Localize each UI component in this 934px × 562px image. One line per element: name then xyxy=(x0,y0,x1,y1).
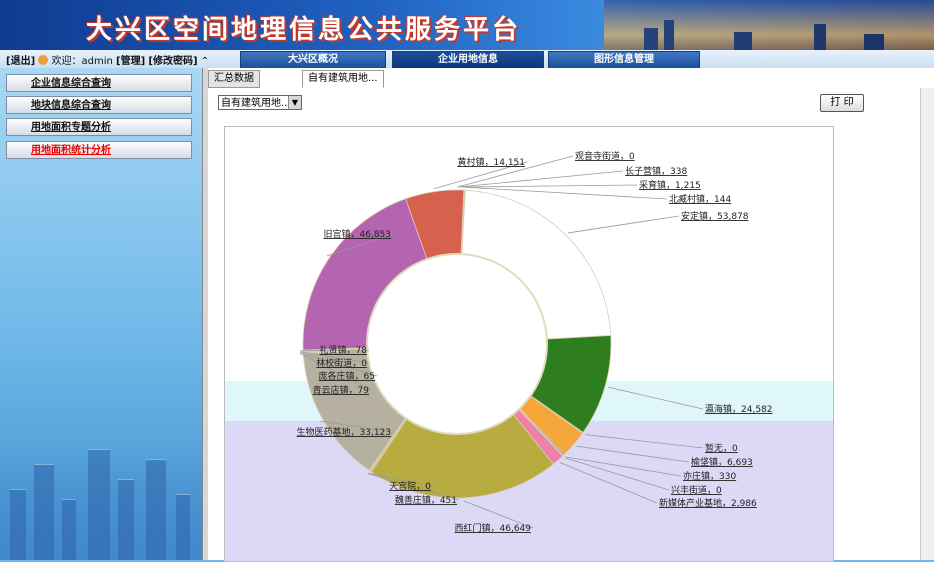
slice-label-3: 北臧村镇，144 xyxy=(669,193,731,205)
leader-line-3 xyxy=(465,186,668,200)
top-navigation-bar: [退出] 欢迎：admin [管理] [修改密码] ⌃ 大兴区概况 企业用地信息… xyxy=(0,50,934,69)
leader-line-17 xyxy=(300,351,370,364)
slice-label-20: 黄村镇，14,151 xyxy=(458,156,526,168)
user-bar: [退出] 欢迎：admin [管理] [修改密码] ⌃ xyxy=(6,52,209,67)
sidebar-item-enterprise-query[interactable]: 企业信息综合查询 xyxy=(6,74,192,92)
change-password-link[interactable]: [修改密码] xyxy=(148,56,198,67)
slice-label-2: 采育镇，1,215 xyxy=(639,179,701,191)
leader-line-12 xyxy=(368,473,460,501)
slice-label-18: 礼贤镇，78 xyxy=(320,344,368,356)
leader-line-15 xyxy=(300,353,372,391)
slice-label-9: 兴丰街道，0 xyxy=(671,484,722,496)
donut-hole xyxy=(366,253,548,435)
slice-label-10: 新媒体产业基地，2,986 xyxy=(659,497,757,509)
leader-line-1 xyxy=(458,170,624,188)
sidebar: 企业信息综合查询 地块信息综合查询 用地面积专题分析 用地面积统计分析 xyxy=(0,68,202,560)
land-type-select[interactable]: 自有建筑用地... ▼ xyxy=(218,95,302,110)
leader-line-11 xyxy=(463,500,534,529)
slice-label-0: 观音寺街道，0 xyxy=(575,150,635,162)
welcome-text: 欢迎：admin xyxy=(51,56,113,67)
slice-label-7: 榆垡镇，6,693 xyxy=(691,456,753,468)
sidebar-item-area-statistics[interactable]: 用地面积统计分析 xyxy=(6,141,192,159)
leader-line-2 xyxy=(461,184,638,188)
leader-line-20 xyxy=(433,161,528,190)
leader-line-5 xyxy=(607,386,704,410)
slice-label-12: 魏善庄镇，451 xyxy=(395,494,457,506)
banner-skyline-image xyxy=(604,0,934,50)
sidebar-item-parcel-query[interactable]: 地块信息综合查询 xyxy=(6,96,192,114)
app-title: 大兴区空间地理信息公共服务平台 xyxy=(86,15,522,45)
chevron-down-icon[interactable]: ▼ xyxy=(288,96,301,109)
leader-line-16 xyxy=(300,352,378,377)
slice-label-11: 西红门镇，46,649 xyxy=(455,522,532,534)
slice-label-4: 安定镇，53,878 xyxy=(681,210,749,222)
slice-label-8: 亦庄镇，330 xyxy=(683,470,736,482)
leader-line-14 xyxy=(320,420,394,433)
slice-label-5: 瀛海镇，24,582 xyxy=(705,403,773,415)
slice-label-15: 青云店镇，79 xyxy=(313,384,370,396)
slice-label-17: 林校街道，0 xyxy=(316,357,367,369)
logout-link[interactable]: [退出] xyxy=(6,56,36,67)
print-button[interactable]: 打 印 xyxy=(820,94,864,112)
tab-overview[interactable]: 大兴区概况 xyxy=(240,51,386,69)
slice-label-13: 天宫院，0 xyxy=(389,480,431,492)
leader-line-0 xyxy=(457,155,574,188)
header-banner: 大兴区空间地理信息公共服务平台 xyxy=(0,0,934,50)
chart-container: 观音寺街道，0 长子营镇，338 采育镇，1,215 北臧村镇，144 安定镇，53,8… xyxy=(224,126,834,562)
leader-line-18 xyxy=(300,349,370,352)
tab-enterprise-land[interactable]: 企业用地信息 xyxy=(392,51,544,69)
sidebar-item-area-analysis[interactable]: 用地面积专题分析 xyxy=(6,118,192,136)
sidebar-city-image xyxy=(0,440,202,560)
tab-graphics-management[interactable]: 图形信息管理 xyxy=(548,51,700,69)
role-link[interactable]: [管理] xyxy=(116,56,146,67)
slice-label-6: 暂无，0 xyxy=(705,442,738,454)
slice-label-14: 生物医药基地，33,123 xyxy=(297,426,392,438)
leader-line-9 xyxy=(564,457,670,491)
tab-summary-data[interactable]: 汇总数据 xyxy=(208,70,260,88)
vertical-scrollbar[interactable] xyxy=(920,88,934,560)
leader-line-10 xyxy=(559,462,658,504)
leader-line-7 xyxy=(576,445,690,463)
leader-line-13 xyxy=(367,472,434,487)
leader-line-8 xyxy=(565,456,682,477)
user-icon xyxy=(38,55,49,65)
land-type-select-value: 自有建筑用地... xyxy=(221,98,291,109)
slice-label-1: 长子营镇，338 xyxy=(625,165,687,177)
leader-line-4 xyxy=(567,215,680,234)
slice-label-19: 旧宫镇，46,853 xyxy=(324,228,392,240)
collapse-icon[interactable]: ⌃ xyxy=(200,56,210,67)
donut-chart: 观音寺街道，0 长子营镇，338 采育镇，1,215 北臧村镇，144 安定镇，53,8… xyxy=(225,150,833,561)
leader-line-19 xyxy=(326,233,394,257)
tab-owned-building-land[interactable]: 自有建筑用地... xyxy=(302,70,384,88)
slice-label-16: 庞各庄镇，65 xyxy=(319,370,375,382)
panel-splitter[interactable] xyxy=(202,68,209,560)
leader-line-6 xyxy=(585,434,704,449)
main-content: 汇总数据 自有建筑用地... 自有建筑用地... ▼ 打 印 观音寺街道，0 长子… xyxy=(208,68,934,562)
